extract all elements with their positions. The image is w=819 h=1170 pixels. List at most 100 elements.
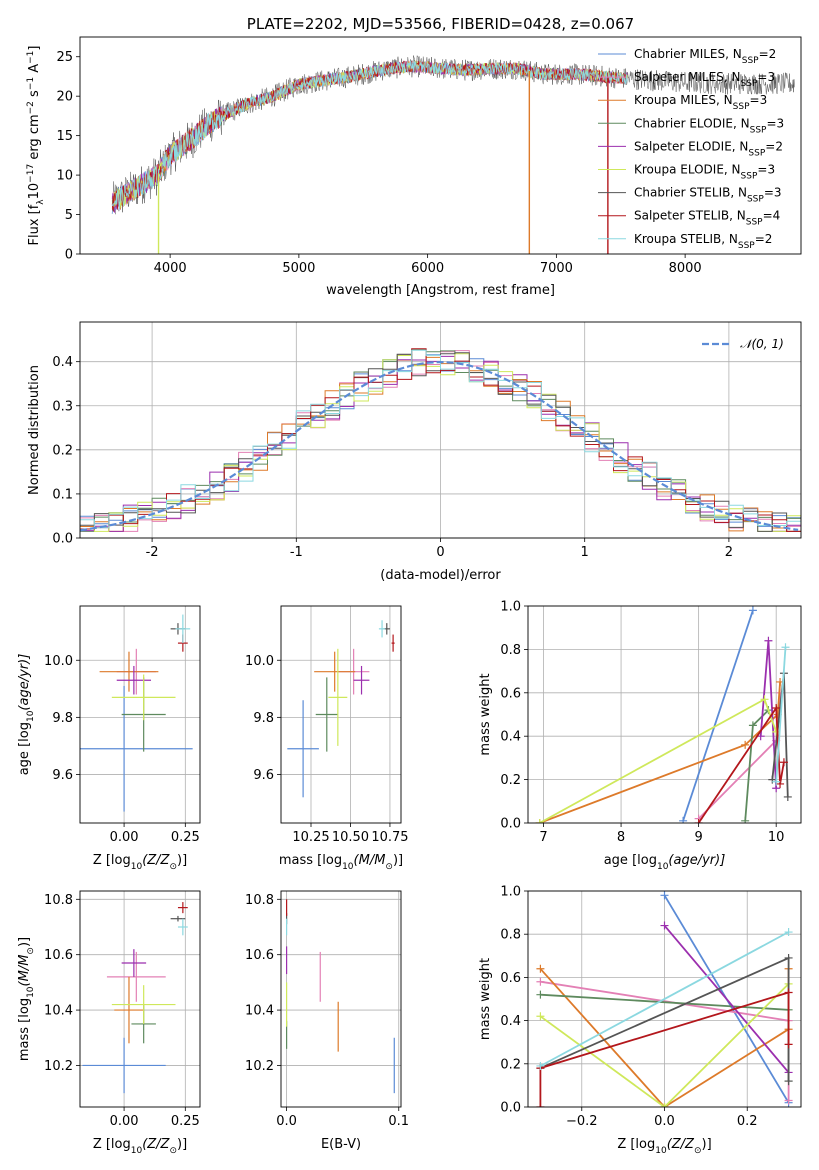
weight-marker: [536, 1061, 545, 1070]
weight-marker: [536, 977, 545, 986]
y-tick-label: 5: [65, 208, 73, 223]
axes-frame: [280, 890, 402, 1108]
weight-marker: [536, 1103, 545, 1107]
y-tick-label: 10.6: [245, 948, 274, 963]
y-axis-label: Normed distribution: [27, 365, 42, 495]
weight-series: [539, 983, 790, 1107]
legend-label: Kroupa MILES, NSSP=3: [634, 93, 767, 112]
legend: Chabrier MILES, NSSP=2 Salpeter MILES, NS…: [598, 47, 784, 251]
x-axis-label: E(B-V): [321, 1137, 361, 1152]
x-axis-label: (data-model)/error: [380, 568, 501, 583]
legend-label: Chabrier STELIB, NSSP=3: [634, 186, 782, 205]
panel-mass_ebv: 0.0 0.1 10.2 10.4 10.6 10.8 E(B-V): [245, 890, 409, 1152]
y-tick-label: 0.6: [500, 686, 521, 701]
x-tick-label: 10.25: [292, 830, 329, 845]
panel-mw_Z: −0.2 0.0 0.2 0.0 0.2 0.4 0.6 0.8 1.0 mass weight Z…: [478, 885, 802, 1156]
histogram-series: [80, 353, 801, 532]
y-tick-label: 0.3: [52, 399, 73, 414]
axes-frame: [79, 321, 802, 539]
spectrum-line: [111, 60, 628, 210]
y-axis-label: mass weight: [478, 958, 493, 1040]
weight-marker: [741, 740, 750, 749]
weight-marker: [694, 819, 703, 823]
y-tick-label: 10.8: [245, 893, 274, 908]
axes-frame: [79, 36, 802, 255]
y-tick-label: 0: [65, 248, 73, 263]
weight-series: [539, 991, 790, 1107]
y-tick-label: 10.0: [245, 654, 274, 669]
axes-frame: [527, 890, 802, 1108]
y-axis-label: mass [log10(M/M⊙)]: [17, 937, 36, 1061]
y-tick-label: 0.4: [52, 355, 73, 370]
y-tick-label: 10.8: [44, 893, 73, 908]
y-tick-label: 0.0: [500, 1101, 521, 1116]
y-tick-label: 20: [56, 90, 73, 105]
x-tick-label: 0.1: [388, 1114, 409, 1129]
y-tick-label: 1.0: [500, 885, 521, 900]
axes-frame: [79, 890, 201, 1108]
x-tick-label: 10.75: [371, 830, 408, 845]
y-tick-label: 0.2: [500, 773, 521, 788]
weight-marker: [772, 777, 781, 786]
panel-spectrum: 4000 5000 6000 7000 8000 0 5 10 15 20 25 Flux [fλ10…: [26, 36, 802, 298]
weight-series: [539, 681, 781, 823]
plot-area-age_Z: [80, 614, 193, 812]
y-tick-label: 1.0: [500, 600, 521, 615]
y-tick-label: 25: [56, 50, 73, 65]
weight-marker: [772, 703, 781, 712]
panel-age_Z: 0.00 0.25 9.6 9.8 10.0 Z [log10(Z/Z⊙)] age [lo…: [17, 605, 201, 872]
y-tick-label: 0.1: [52, 487, 73, 502]
weight-marker: [784, 1096, 793, 1105]
y-tick-label: 0.6: [500, 971, 521, 986]
x-tick-label: −0.2: [566, 1114, 598, 1129]
spectrum-line: [111, 60, 628, 213]
y-tick-label: 10.4: [245, 1004, 274, 1019]
histogram-series: [80, 348, 801, 532]
x-tick-label: 8: [617, 830, 625, 845]
weight-series: [539, 931, 790, 1067]
x-tick-label: 8000: [669, 261, 702, 276]
weight-marker: [748, 721, 757, 730]
legend-label: Kroupa ELODIE, NSSP=3: [634, 163, 775, 182]
weight-marker: [741, 816, 750, 823]
legend-label: Chabrier ELODIE, NSSP=3: [634, 116, 784, 135]
x-axis-label: wavelength [Angstrom, rest frame]: [326, 283, 555, 298]
weight-marker: [781, 643, 790, 652]
legend-label: Salpeter STELIB, NSSP=4: [634, 209, 780, 228]
axes-frame: [280, 605, 402, 824]
y-tick-label: 0.8: [500, 928, 521, 943]
legend-label: Salpeter MILES, NSSP=3: [634, 70, 775, 89]
panel-mass_Z: 0.00 0.25 10.2 10.4 10.6 10.8 Z [log10(Z/Z⊙)] m…: [17, 890, 201, 1156]
plot-area-mass_Z: [82, 902, 188, 1094]
weight-series: [775, 647, 787, 782]
weight-marker: [660, 921, 669, 930]
y-tick-label: 10.0: [44, 654, 73, 669]
axes-frame: [527, 605, 802, 824]
weight-marker: [776, 779, 785, 788]
gaussian-curve: [80, 360, 799, 532]
y-tick-label: 10.2: [44, 1059, 73, 1074]
plot-area-residuals: [80, 348, 801, 532]
weight-marker: [784, 988, 793, 997]
x-tick-label: 0.2: [737, 1114, 758, 1129]
plot-area-mw_Z: [536, 891, 793, 1107]
weight-marker: [536, 964, 545, 973]
weight-marker: [679, 816, 688, 823]
x-axis-label: Z [log10(Z/Z⊙)]: [93, 1137, 187, 1156]
x-tick-label: 5000: [282, 261, 315, 276]
legend-label: 𝒩(0, 1): [740, 337, 784, 351]
x-tick-label: 0.00: [110, 830, 139, 845]
x-tick-label: 10.50: [332, 830, 369, 845]
histogram-series: [80, 349, 801, 532]
x-tick-label: 0.0: [654, 1114, 675, 1129]
x-tick-label: 2: [725, 545, 733, 560]
y-tick-label: 9.8: [253, 711, 274, 726]
x-tick-label: 4000: [154, 261, 187, 276]
x-tick-label: 6000: [411, 261, 444, 276]
y-tick-label: 10.2: [245, 1059, 274, 1074]
y-tick-label: 10.6: [44, 948, 73, 963]
x-axis-label: age [log10(age/yr)]: [604, 853, 726, 872]
y-tick-label: 0.0: [500, 817, 521, 832]
weight-marker: [784, 1077, 793, 1086]
weight-series: [663, 925, 790, 1073]
